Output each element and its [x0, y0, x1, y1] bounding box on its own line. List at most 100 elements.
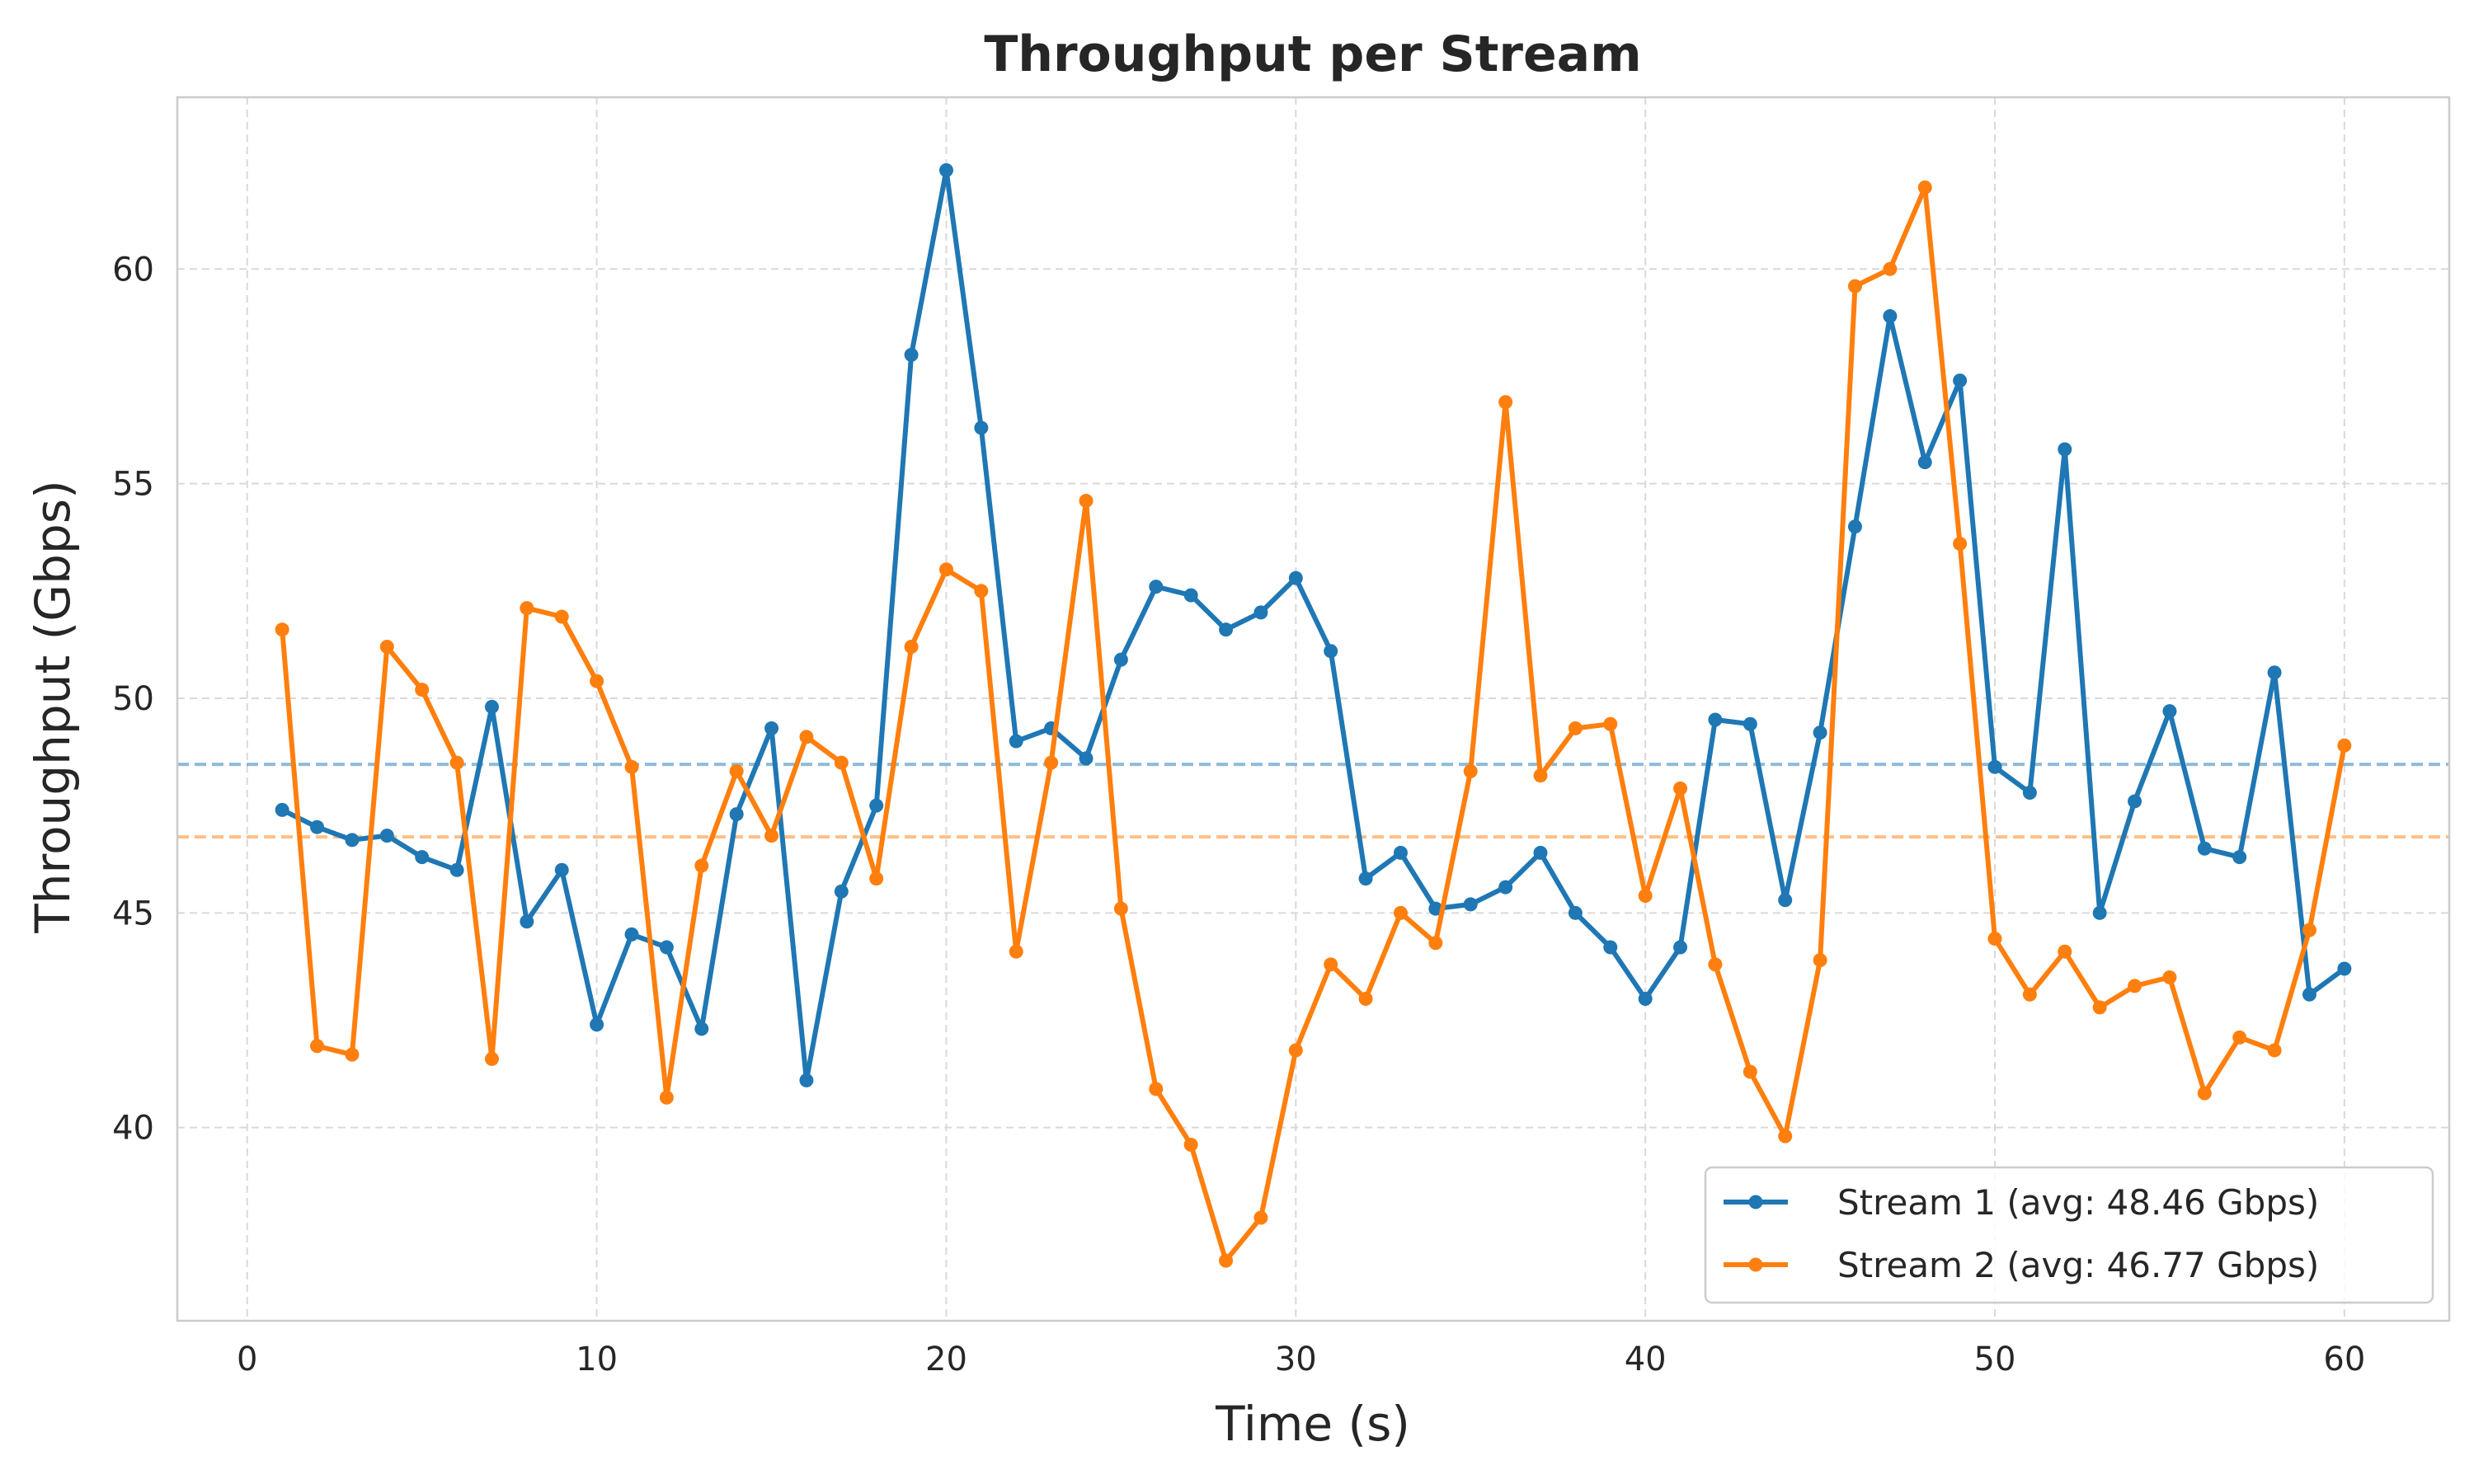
data-point — [1358, 991, 1373, 1006]
x-tick-label: 10 — [576, 1341, 618, 1378]
data-point — [1219, 1253, 1234, 1268]
data-point — [520, 914, 534, 929]
data-point — [2267, 1043, 2282, 1058]
data-point — [1324, 644, 1338, 659]
data-point — [2058, 442, 2072, 457]
legend-label: Stream 2 (avg: 46.77 Gbps) — [1837, 1245, 2319, 1285]
data-point — [1917, 455, 1932, 470]
data-point — [1288, 1043, 1303, 1058]
data-point — [659, 1090, 674, 1105]
tick-labels: 0 10 20 30 40 50 60 40 45 50 55 60 — [112, 251, 2365, 1378]
data-point — [2128, 794, 2142, 809]
data-point — [1883, 309, 1898, 324]
data-point — [1079, 751, 1094, 766]
series — [275, 163, 2352, 1087]
data-point — [1813, 953, 1827, 968]
legend: Stream 1 (avg: 48.46 Gbps) Stream 2 (avg:… — [1704, 1166, 2434, 1304]
data-point — [1917, 180, 1932, 195]
data-point — [764, 829, 779, 843]
data-point — [1603, 716, 1618, 731]
data-point — [694, 1021, 709, 1036]
series-line — [280, 185, 2347, 1264]
legend-marker — [1748, 1257, 1763, 1272]
data-point — [1953, 537, 1968, 552]
series — [275, 180, 2352, 1268]
data-point — [484, 699, 499, 714]
x-axis-label: Time (s) — [1215, 1396, 1410, 1452]
data-point — [1428, 901, 1443, 916]
data-point — [1568, 905, 1583, 920]
legend-label: Stream 1 (avg: 48.46 Gbps) — [1837, 1182, 2319, 1223]
legend-marker — [1748, 1195, 1763, 1209]
data-point — [2302, 923, 2316, 937]
data-point — [729, 807, 744, 822]
data-point — [2022, 786, 2037, 801]
data-point — [2337, 738, 2352, 753]
data-point — [624, 759, 639, 774]
data-point — [1638, 889, 1653, 904]
data-point — [2128, 979, 2142, 993]
data-point — [310, 819, 325, 834]
data-point — [1743, 716, 1757, 731]
data-point — [624, 927, 639, 942]
data-point — [1673, 781, 1688, 796]
data-point — [938, 562, 953, 577]
x-tick-label: 20 — [925, 1341, 967, 1378]
x-tick-label: 50 — [1974, 1341, 2016, 1378]
data-point — [2092, 1000, 2107, 1015]
data-point — [1883, 261, 1898, 276]
data-point — [1253, 1210, 1268, 1225]
x-tick-label: 40 — [1625, 1341, 1667, 1378]
data-point — [415, 683, 430, 697]
data-point — [1149, 1082, 1164, 1097]
data-point — [1324, 957, 1338, 972]
average-lines — [177, 763, 2449, 839]
y-tick-label: 45 — [112, 895, 154, 932]
data-point — [2162, 970, 2177, 984]
data-point — [1113, 901, 1128, 916]
data-point — [1673, 940, 1688, 955]
data-point — [275, 622, 289, 637]
y-axis-label: Throughput (Gbps) — [25, 480, 81, 933]
data-point — [694, 858, 709, 873]
data-point — [1847, 279, 1862, 294]
data-point — [520, 601, 534, 616]
data-point — [1638, 991, 1653, 1006]
data-point — [1393, 905, 1408, 920]
legend-box — [1704, 1166, 2434, 1304]
data-point — [590, 1017, 604, 1032]
data-point — [2302, 987, 2316, 1002]
data-point — [1533, 845, 1548, 860]
data-point — [2197, 841, 2212, 856]
data-point — [2162, 704, 2177, 719]
data-point — [415, 850, 430, 865]
data-point — [484, 1051, 499, 1066]
data-point — [729, 764, 744, 779]
data-point — [904, 347, 919, 362]
data-point — [1533, 768, 1548, 783]
data-point — [590, 674, 604, 688]
data-point — [1778, 1129, 1793, 1144]
data-point — [1463, 897, 1478, 912]
data-point — [2232, 1030, 2247, 1045]
data-point — [554, 862, 569, 877]
data-point — [1393, 845, 1408, 860]
data-point — [1149, 580, 1164, 594]
data-point — [1219, 622, 1234, 637]
data-point — [799, 1073, 814, 1087]
data-point — [1009, 944, 1023, 959]
data-point — [1288, 571, 1303, 585]
data-point — [1253, 605, 1268, 620]
data-point — [2267, 665, 2282, 680]
data-point — [275, 802, 289, 817]
data-point — [2022, 987, 2037, 1002]
plot-area-frame — [176, 96, 2451, 1322]
data-point — [1009, 734, 1023, 749]
data-point — [310, 1039, 325, 1054]
data-point — [1113, 652, 1128, 667]
data-point — [1428, 936, 1443, 951]
data-point — [1987, 932, 2002, 946]
data-point — [1044, 755, 1059, 770]
data-point — [904, 639, 919, 654]
